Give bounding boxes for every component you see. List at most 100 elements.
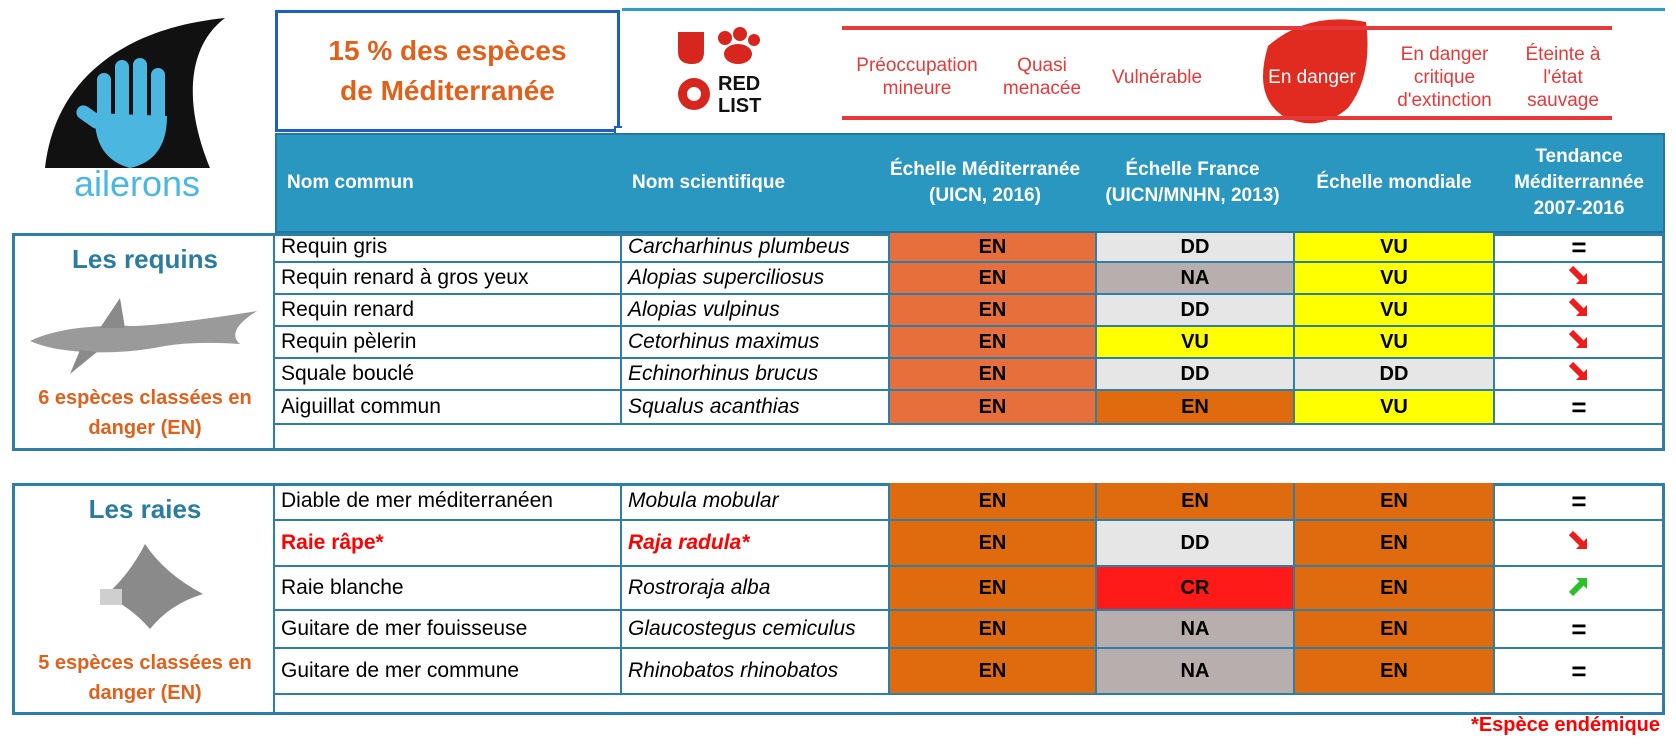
sharks-panel: Les requins 6 espèces classées en danger…: [15, 236, 275, 448]
trend-stable: =: [1571, 231, 1587, 262]
status-fr-cell: DD: [1097, 359, 1295, 391]
scientific-name-cell: Carcharhinus plumbeus: [622, 233, 890, 263]
ray-illustration: [100, 544, 203, 629]
table-row: Squale bouclé Echinorhinus brucus EN DD DD: [275, 359, 1665, 391]
title-line2: de Méditerranée: [340, 75, 555, 106]
scientific-name-cell: Mobula mobular: [622, 483, 890, 521]
common-name: Requin renard à gros yeux: [281, 266, 529, 289]
status-med-cell: EN: [890, 567, 1097, 611]
trend-cell: =: [1495, 611, 1665, 649]
trend-down-arrow-icon: [1568, 359, 1590, 390]
status-world-cell: EN: [1295, 611, 1495, 649]
title-line1: 15 % des espèces: [328, 35, 567, 66]
common-name-cell: Requin pèlerin: [275, 327, 622, 359]
status-code: DD: [1180, 362, 1210, 385]
trend-cell: [1495, 567, 1665, 611]
table-header: Nom commun Nom scientifique Échelle Médi…: [275, 133, 1665, 233]
status-code: EN: [978, 531, 1007, 554]
table-row: Requin gris Carcharhinus plumbeus EN DD VU =: [275, 231, 1665, 263]
status-world-cell: EN: [1295, 521, 1495, 567]
trend-cell: [1495, 295, 1665, 327]
scale-lc: Préoccupation mineure: [856, 55, 978, 99]
status-med-cell: EN: [890, 233, 1097, 263]
trend-cell: [1495, 263, 1665, 295]
ailerons-logo: ailerons: [35, 18, 240, 210]
table-row: Raie blanche Rostroraja alba EN CR EN: [275, 567, 1665, 611]
status-code: VU: [1380, 235, 1408, 258]
status-code: EN: [1380, 617, 1408, 640]
scientific-name-cell: Glaucostegus cemiculus: [622, 611, 890, 649]
scientific-name-cell: Rhinobatos rhinobatos: [622, 649, 890, 695]
status-med-cell: EN: [890, 263, 1097, 295]
scientific-name: Alopias superciliosus: [628, 266, 825, 289]
status-code: CR: [1180, 576, 1210, 599]
status-fr-cell: DD: [1097, 233, 1295, 263]
trend-stable: =: [1571, 655, 1587, 686]
header-trend: Tendance Méditerrannée 2007-2016: [1514, 146, 1644, 219]
status-code: NA: [1180, 659, 1210, 682]
iucn-scale: Préoccupation mineure Quasi menacée Vuln…: [842, 26, 1612, 120]
trend-stable: =: [1571, 391, 1587, 422]
header-world: Échelle mondiale: [1316, 172, 1472, 193]
status-code: EN: [978, 395, 1007, 418]
common-name: Diable de mer méditerranéen: [281, 489, 553, 512]
common-name-cell: Aiguillat commun: [275, 391, 622, 425]
redlist-logo: RED LIST: [670, 24, 775, 119]
status-code: DD: [1180, 298, 1210, 321]
status-world-cell: VU: [1295, 233, 1495, 263]
trend-cell: =: [1495, 231, 1665, 263]
status-code: VU: [1380, 395, 1408, 418]
status-code: EN: [978, 330, 1007, 353]
common-name-cell: Raie râpe*: [275, 521, 622, 567]
status-world-cell: DD: [1295, 359, 1495, 391]
status-fr-cell: EN: [1097, 483, 1295, 521]
common-name-cell: Guitare de mer commune: [275, 649, 622, 695]
scientific-name-cell: Echinorhinus brucus: [622, 359, 890, 391]
header-fr: Échelle France (UICN/MNHN, 2013): [1105, 159, 1280, 206]
status-code: EN: [1380, 659, 1408, 682]
common-name-cell: Guitare de mer fouisseuse: [275, 611, 622, 649]
common-name-cell: Requin renard à gros yeux: [275, 263, 622, 295]
trend-cell: [1495, 521, 1665, 567]
scientific-name-cell: Raja radula*: [622, 521, 890, 567]
rays-panel: Les raies 5 espèces classées en danger (…: [15, 486, 275, 712]
status-code: EN: [978, 266, 1007, 289]
common-name: Squale bouclé: [281, 362, 415, 385]
trend-down-arrow-icon: [1568, 528, 1590, 559]
status-code: VU: [1380, 266, 1408, 289]
status-code: EN: [1380, 531, 1408, 554]
status-code: NA: [1180, 266, 1210, 289]
common-name: Aiguillat commun: [281, 395, 441, 418]
status-code: NA: [1180, 617, 1210, 640]
common-name-cell: Requin gris: [275, 233, 622, 263]
status-fr-cell: EN: [1097, 391, 1295, 425]
table-row: Raie râpe* Raja radula* EN DD EN: [275, 521, 1665, 567]
scientific-name-cell: Alopias superciliosus: [622, 263, 890, 295]
common-name: Raie blanche: [281, 576, 404, 599]
common-name: Guitare de mer fouisseuse: [281, 617, 528, 640]
status-code: DD: [1180, 531, 1210, 554]
trend-cell: [1495, 327, 1665, 359]
table-row: Guitare de mer fouisseuse Glaucostegus ce…: [275, 611, 1665, 649]
scientific-name-cell: Rostroraja alba: [622, 567, 890, 611]
status-code: VU: [1380, 298, 1408, 321]
scientific-name-cell: Cetorhinus maximus: [622, 327, 890, 359]
status-world-cell: EN: [1295, 567, 1495, 611]
status-code: DD: [1180, 235, 1210, 258]
status-fr-cell: DD: [1097, 521, 1295, 567]
title-box: 15 % des espèces de Méditerranée: [275, 10, 620, 132]
status-code: EN: [978, 659, 1007, 682]
status-med-cell: EN: [890, 327, 1097, 359]
status-code: EN: [1380, 489, 1408, 512]
trend-down-arrow-icon: [1568, 263, 1590, 294]
common-name-cell: Diable de mer méditerranéen: [275, 483, 622, 521]
status-world-cell: VU: [1295, 327, 1495, 359]
scientific-name: Squalus acanthias: [628, 395, 800, 418]
trend-cell: =: [1495, 483, 1665, 521]
svg-text:RED: RED: [718, 73, 760, 95]
table-row: Requin renard Alopias vulpinus EN DD VU: [275, 295, 1665, 327]
trend-cell: =: [1495, 649, 1665, 695]
status-world-cell: EN: [1295, 483, 1495, 521]
scientific-name: Mobula mobular: [628, 489, 779, 512]
status-code: EN: [1380, 576, 1408, 599]
